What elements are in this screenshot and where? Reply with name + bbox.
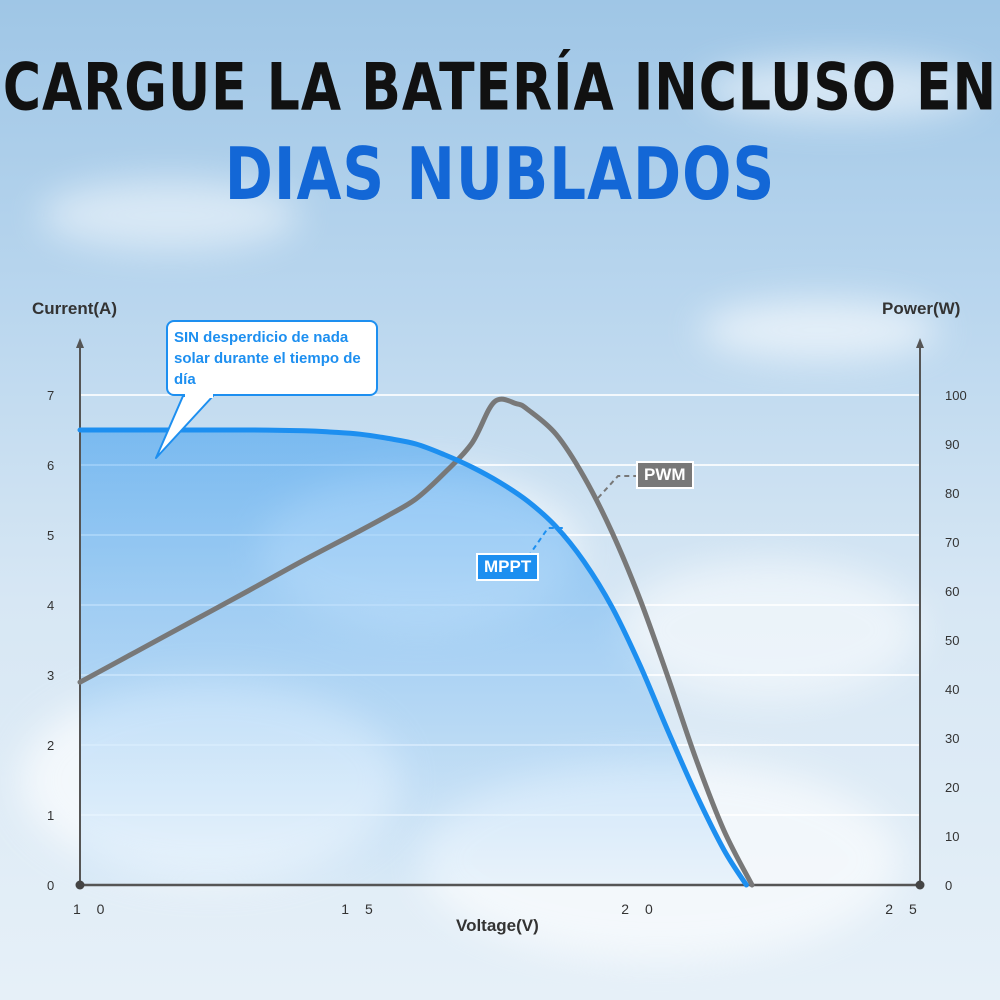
callout-pointer-cover: [185, 392, 213, 398]
series-line-pwm: [77, 396, 755, 888]
y-tick-label-left: 6: [47, 458, 54, 473]
y-tick-label-left: 2: [47, 738, 54, 753]
headline-line2: DIAS NUBLADOS: [224, 131, 776, 217]
y-axis-right-arrow: [916, 338, 924, 348]
callout-text: SIN desperdicio de nada solar durante el…: [174, 329, 361, 388]
y-tick-label-left: 0: [47, 878, 54, 893]
x-axis-title: Voltage(V): [456, 916, 539, 935]
y-tick-label-right: 50: [945, 633, 959, 648]
y-tick-label-right: 10: [945, 829, 959, 844]
y-tick-label-left: 4: [47, 598, 54, 613]
y-tick-label-left: 5: [47, 528, 54, 543]
pwm-leader-line: [597, 475, 636, 499]
x-tick-label: 1 5: [341, 901, 378, 917]
y-tick-label-right: 100: [945, 388, 967, 403]
cloud: [700, 300, 940, 360]
series-label-pwm: PWM: [636, 461, 694, 489]
y-tick-label-left: 7: [47, 388, 54, 403]
mppt-area-fill: [80, 429, 747, 885]
x-tick-label: 1 0: [73, 901, 110, 917]
headline-line1: CARGUE LA BATERÍA INCLUSO EN: [2, 50, 998, 126]
origin-right-dot: [915, 880, 925, 890]
y-tick-label-right: 30: [945, 731, 959, 746]
y-axis-title-left: Current(A): [32, 299, 117, 318]
y-tick-label-right: 20: [945, 780, 959, 795]
mppt-leader-line: [527, 527, 564, 558]
y-axis-title-right: Power(W): [882, 299, 960, 318]
y-tick-label-right: 0: [945, 878, 952, 893]
series-label-mppt: MPPT: [476, 553, 540, 581]
y-tick-label-right: 80: [945, 486, 959, 501]
y-tick-label-right: 70: [945, 535, 959, 550]
y-tick-label-right: 60: [945, 584, 959, 599]
x-tick-label: 2 5: [885, 901, 922, 917]
origin-left-dot: [75, 880, 85, 890]
cloud: [700, 60, 980, 120]
axes: [75, 338, 925, 890]
series-line-mppt: [77, 427, 749, 888]
cloud: [40, 180, 300, 250]
x-tick-label: 2 0: [621, 901, 658, 917]
y-axis-left-arrow: [76, 338, 84, 348]
y-tick-label-left: 3: [47, 668, 54, 683]
y-tick-label-right: 90: [945, 437, 959, 452]
y-tick-label-right: 40: [945, 682, 959, 697]
y-tick-label-left: 1: [47, 808, 54, 823]
callout-box: SIN desperdicio de nada solar durante el…: [166, 320, 378, 396]
